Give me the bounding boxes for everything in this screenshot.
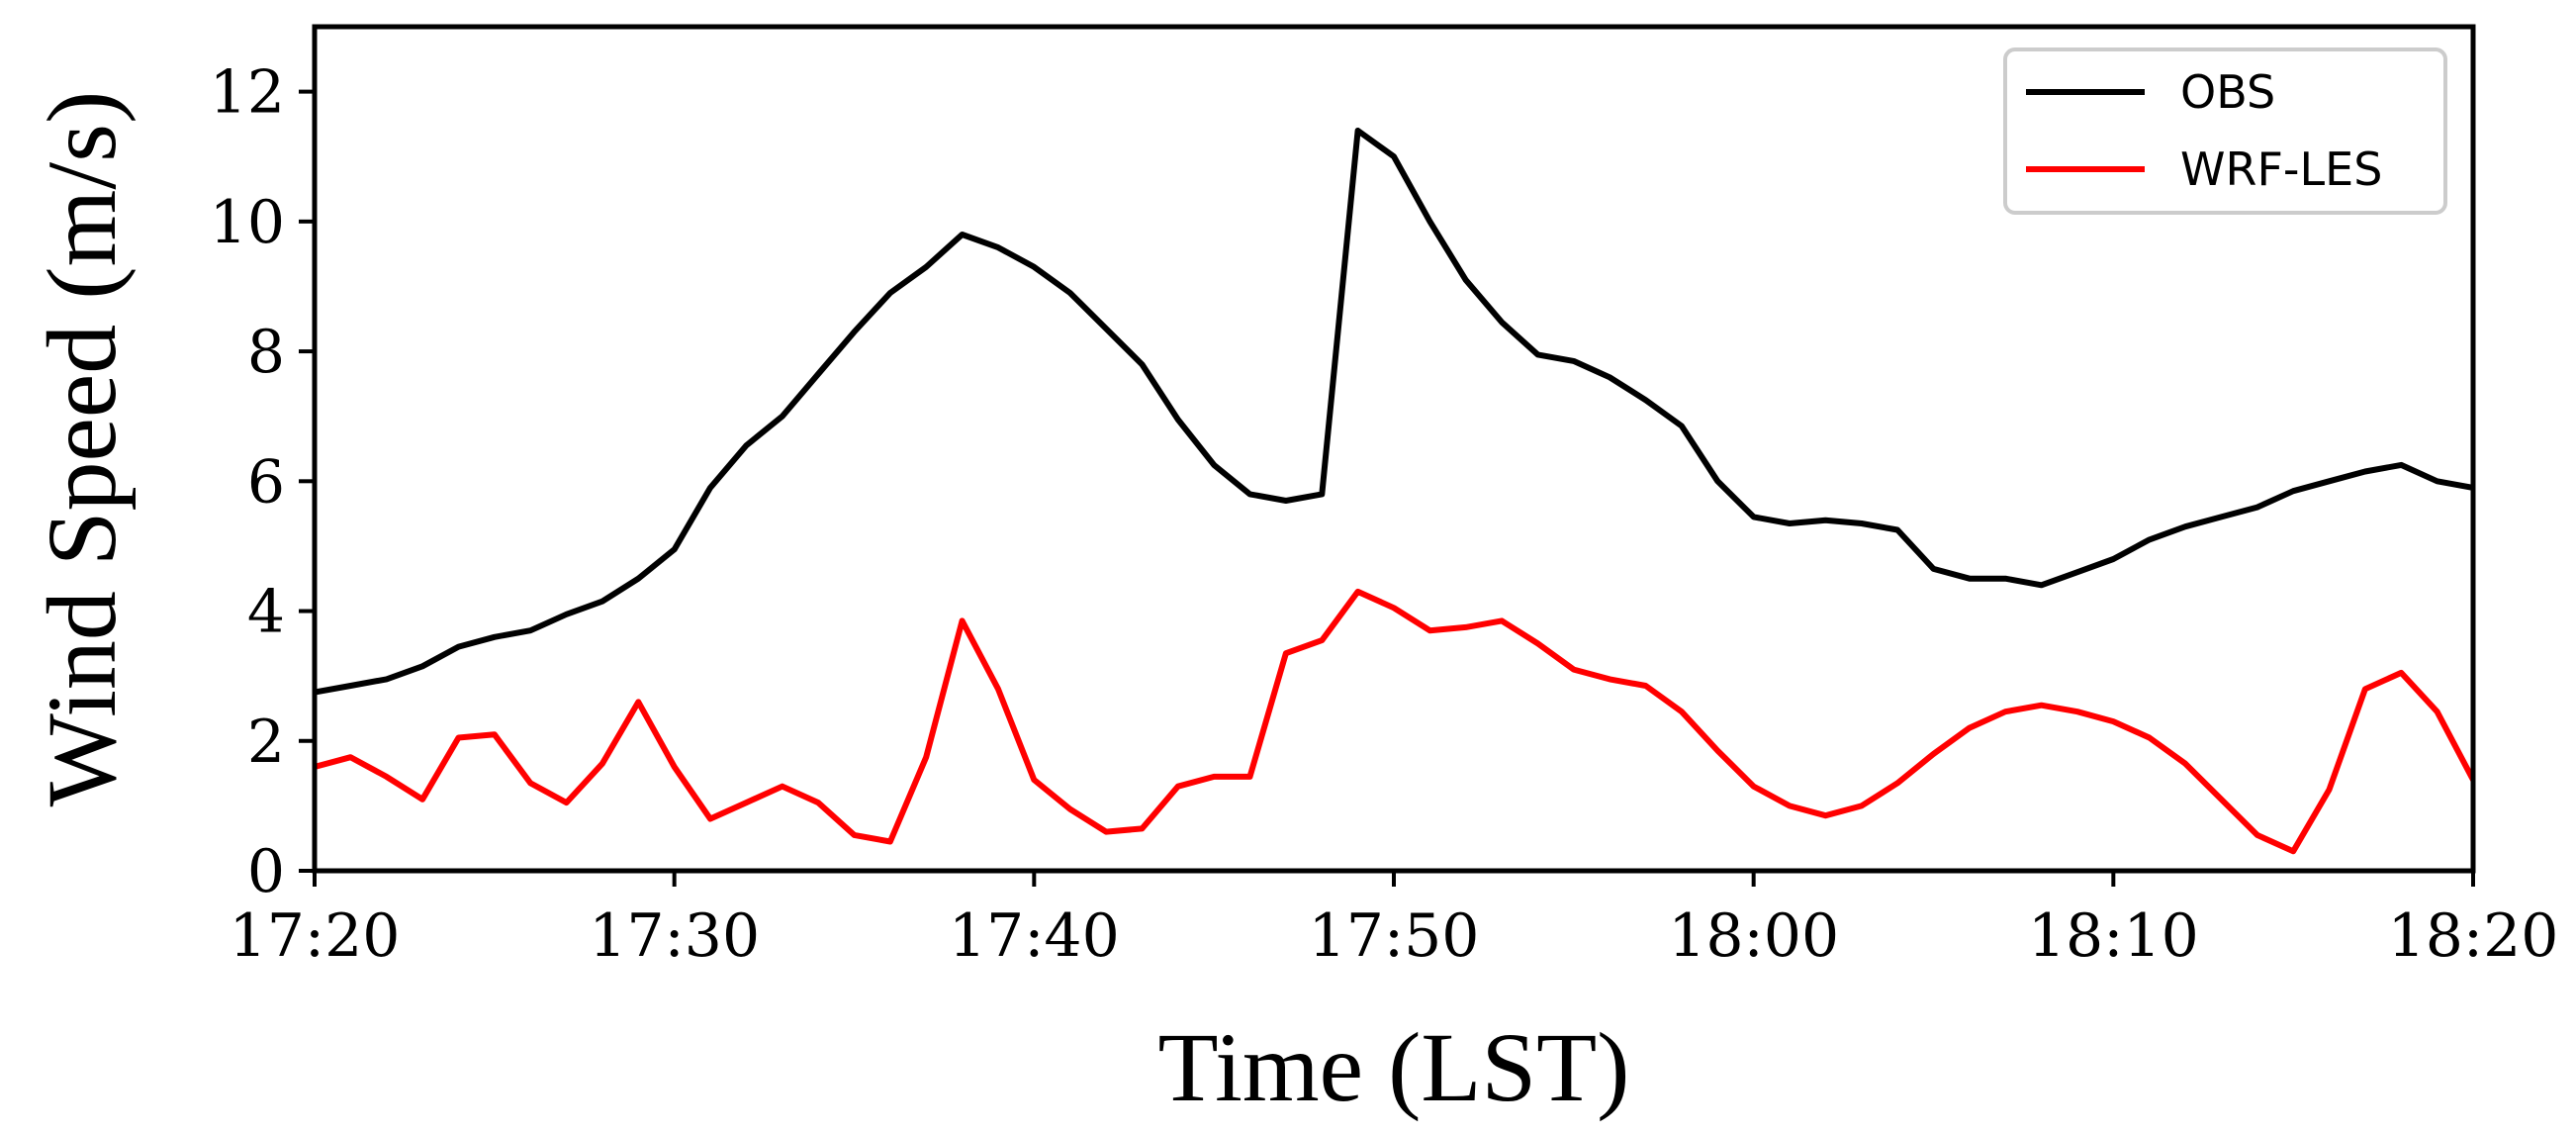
x-tick-label: 18:20 — [2388, 901, 2559, 971]
x-axis-title: Time (LST) — [1158, 1012, 1630, 1122]
series-line-obs — [315, 128, 2473, 696]
x-tick-label: 17:50 — [1309, 901, 1480, 971]
x-tick-label: 17:20 — [230, 901, 401, 971]
series-line-wrf-les — [315, 588, 2473, 855]
y-axis-title: Wind Speed (m/s) — [27, 91, 137, 807]
y-tick-label: 4 — [247, 578, 285, 647]
x-tick-label: 17:40 — [949, 901, 1120, 971]
x-tick-label: 17:30 — [589, 901, 760, 971]
axis-ticks: 17:20 17:30 17:40 17:50 18:00 18:10 18:20 0 2 4 6 8… — [210, 58, 2559, 971]
x-tick-label: 18:00 — [1668, 901, 1839, 971]
plot-area — [315, 128, 2473, 855]
legend-label-obs: OBS — [2180, 65, 2275, 119]
y-tick-label: 12 — [210, 58, 285, 128]
y-tick-label: 0 — [247, 837, 285, 906]
y-tick-label: 2 — [247, 708, 285, 777]
legend: OBS WRF-LES — [2003, 47, 2447, 215]
x-tick-label: 18:10 — [2028, 901, 2199, 971]
legend-label-wrf-les: WRF-LES — [2180, 142, 2382, 196]
y-tick-label: 6 — [247, 447, 285, 517]
y-tick-label: 8 — [247, 318, 285, 387]
y-tick-label: 10 — [210, 188, 285, 257]
